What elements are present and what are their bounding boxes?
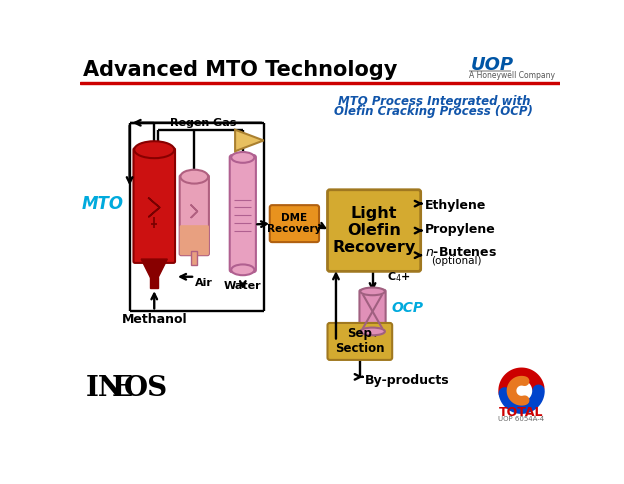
Text: OCP: OCP: [392, 301, 424, 315]
Ellipse shape: [134, 141, 174, 158]
Bar: [79, 82, 560, 84]
Text: A Honeywell Company: A Honeywell Company: [469, 71, 555, 79]
Text: TOTAL: TOTAL: [499, 406, 544, 419]
Text: Sep
Section: Sep Section: [335, 328, 384, 355]
FancyBboxPatch shape: [134, 148, 175, 263]
Text: IN: IN: [85, 375, 124, 402]
Polygon shape: [235, 130, 263, 151]
Text: C$_4$+: C$_4$+: [387, 271, 411, 285]
Text: MTO: MTO: [82, 195, 124, 212]
Ellipse shape: [180, 170, 208, 183]
Text: (optional): (optional): [431, 257, 481, 266]
Text: E: E: [112, 375, 133, 402]
Ellipse shape: [360, 328, 385, 335]
Text: UOP 6054A-4: UOP 6054A-4: [499, 416, 545, 422]
FancyBboxPatch shape: [328, 190, 421, 272]
Text: DME
Recovery: DME Recovery: [267, 213, 321, 234]
Bar: [191, 251, 197, 265]
Text: Air: Air: [195, 278, 213, 288]
Text: Methanol: Methanol: [122, 313, 187, 326]
FancyBboxPatch shape: [180, 175, 209, 255]
Ellipse shape: [232, 152, 255, 163]
FancyBboxPatch shape: [328, 323, 392, 360]
Text: Regen Gas: Regen Gas: [170, 118, 236, 128]
Text: Olefin Cracking Process (OCP): Olefin Cracking Process (OCP): [334, 105, 533, 118]
Text: Ethylene: Ethylene: [424, 198, 486, 212]
Text: $n$-Butenes: $n$-Butenes: [424, 245, 497, 258]
FancyBboxPatch shape: [359, 290, 386, 333]
Text: MTO Process Integrated with: MTO Process Integrated with: [338, 95, 530, 108]
Text: Water: Water: [224, 281, 261, 291]
FancyBboxPatch shape: [270, 205, 319, 242]
FancyBboxPatch shape: [180, 225, 209, 255]
Polygon shape: [141, 259, 167, 279]
Text: UOP: UOP: [470, 56, 514, 74]
Text: OS: OS: [124, 375, 168, 402]
FancyBboxPatch shape: [230, 155, 256, 272]
Bar: [150, 277, 158, 288]
Text: By-products: By-products: [364, 374, 449, 387]
Text: Advanced MTO Technology: Advanced MTO Technology: [84, 60, 397, 80]
Ellipse shape: [232, 264, 255, 275]
Ellipse shape: [360, 287, 385, 295]
Text: Light
Olefin
Recovery: Light Olefin Recovery: [333, 206, 416, 256]
Text: Propylene: Propylene: [424, 223, 495, 236]
